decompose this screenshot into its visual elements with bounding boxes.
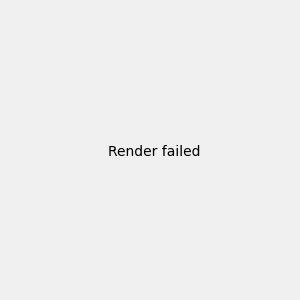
Text: Render failed: Render failed <box>107 145 200 158</box>
